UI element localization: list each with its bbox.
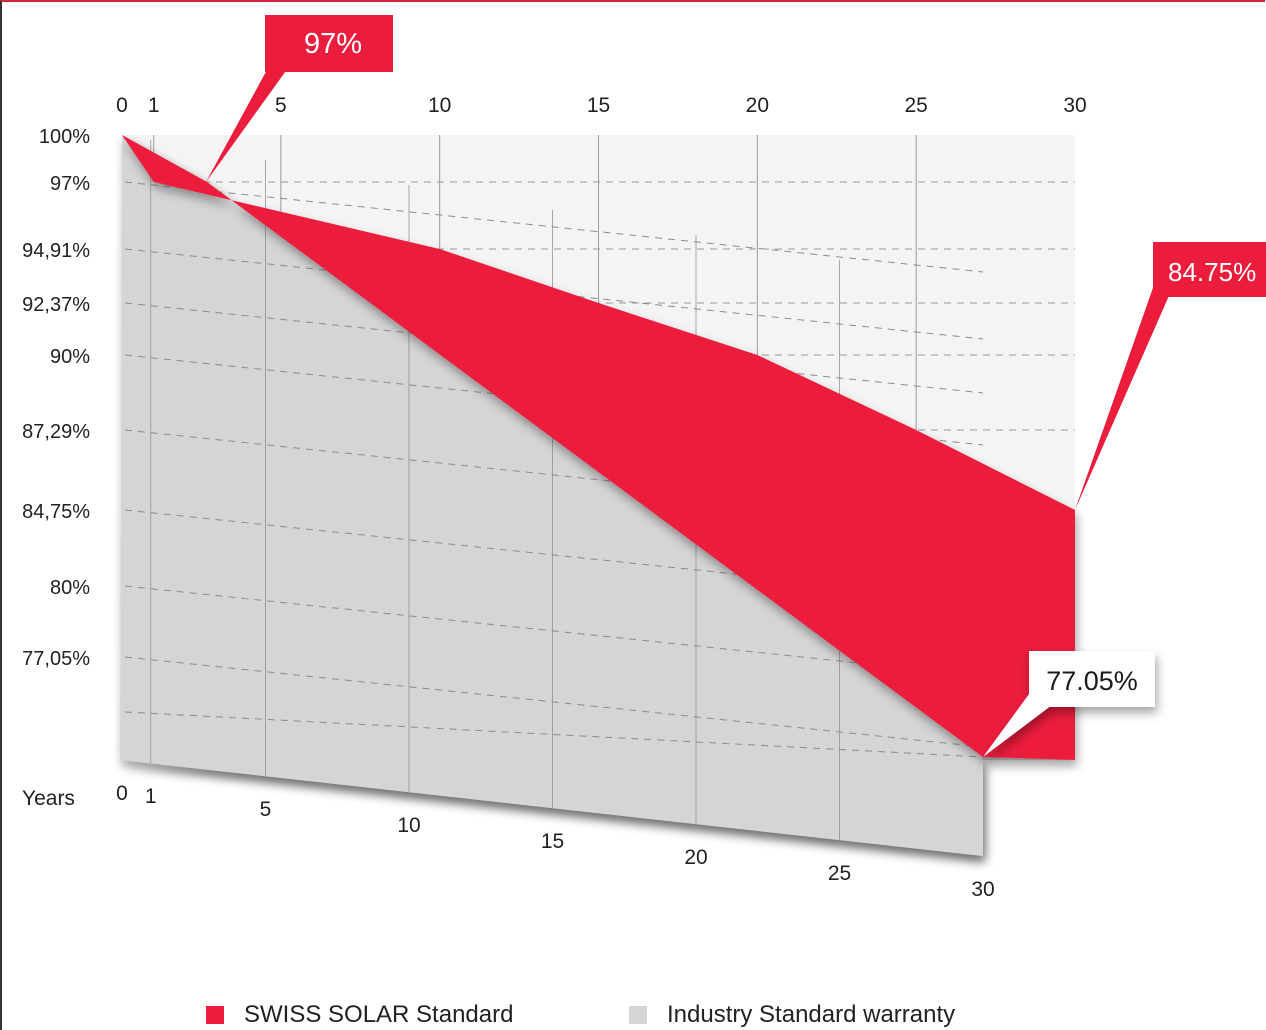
y-tick: 77,05% bbox=[22, 648, 90, 670]
x-tick-top: 5 bbox=[275, 94, 287, 117]
callout-text-7705: 77.05% bbox=[1046, 666, 1138, 696]
x-tick-top: 1 bbox=[148, 94, 160, 117]
callout-pointer-8475 bbox=[1075, 282, 1175, 510]
x-tick-bottom: 25 bbox=[828, 862, 851, 885]
y-tick: 94,91% bbox=[22, 240, 90, 262]
callout-pointer-97 bbox=[206, 68, 288, 182]
legend-swiss: SWISS SOLAR Standard bbox=[206, 1001, 513, 1029]
callout-text-8475: 84.75% bbox=[1168, 257, 1256, 287]
y-tick: 92,37% bbox=[22, 294, 90, 316]
legend-industry: Industry Standard warranty bbox=[629, 1001, 955, 1029]
x-axis-label: Years bbox=[22, 787, 75, 810]
x-tick-bottom: 10 bbox=[397, 814, 420, 837]
x-tick-top: 10 bbox=[428, 94, 451, 117]
swiss-solar-area bbox=[122, 135, 1075, 760]
x-tick-bottom: 30 bbox=[971, 878, 994, 901]
y-tick: 97% bbox=[50, 173, 90, 195]
y-tick: 100% bbox=[39, 126, 90, 148]
x-tick-bottom: 0 bbox=[116, 782, 128, 805]
x-tick-bottom: 5 bbox=[260, 798, 272, 821]
x-tick-bottom: 20 bbox=[684, 846, 707, 869]
legend-industry-swatch bbox=[629, 1006, 647, 1024]
callout-text-97: 97% bbox=[304, 28, 362, 60]
grid-line-h-front bbox=[124, 585, 984, 677]
callout-box-8475 bbox=[1153, 242, 1266, 297]
x-tick-top: 30 bbox=[1063, 94, 1086, 117]
x-tick-bottom: 1 bbox=[145, 785, 157, 808]
x-tick-top: 20 bbox=[746, 94, 769, 117]
legend-swiss-swatch bbox=[206, 1006, 224, 1024]
y-tick: 84,75% bbox=[22, 501, 90, 523]
callout-box-7705 bbox=[1029, 651, 1155, 707]
grid-line-h-front bbox=[124, 711, 984, 758]
x-tick-top: 0 bbox=[116, 94, 128, 117]
y-tick: 87,29% bbox=[22, 421, 90, 443]
y-tick: 90% bbox=[50, 346, 90, 368]
grid-line-h-front bbox=[124, 656, 984, 748]
grid-line-h-front bbox=[124, 181, 984, 273]
x-tick-bottom: 15 bbox=[541, 830, 564, 853]
legend-industry-label: Industry Standard warranty bbox=[667, 1001, 956, 1028]
legend-swiss-label: SWISS SOLAR Standard bbox=[244, 1001, 514, 1028]
industry-area bbox=[120, 135, 983, 856]
x-tick-top: 25 bbox=[904, 94, 927, 117]
callout-box-97 bbox=[265, 15, 393, 72]
y-tick: 80% bbox=[50, 577, 90, 599]
x-tick-top: 15 bbox=[587, 94, 610, 117]
